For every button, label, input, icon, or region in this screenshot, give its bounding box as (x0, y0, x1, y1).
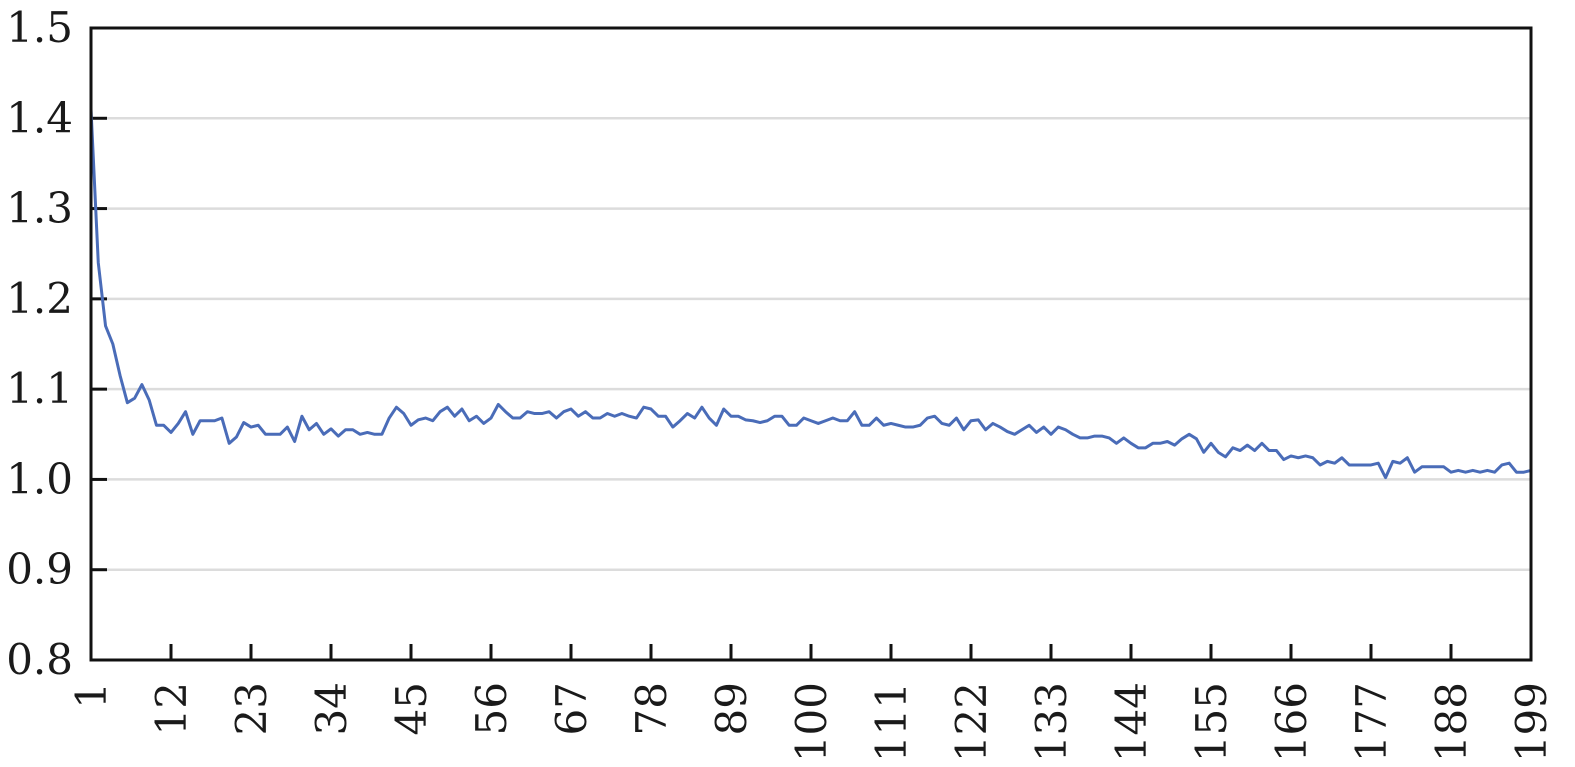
x-tick-label: 1 (67, 682, 116, 709)
y-tick-label: 1.5 (6, 3, 73, 52)
y-tick-label: 0.8 (6, 635, 73, 684)
x-tick-label: 199 (1507, 682, 1556, 762)
x-axis-ticks: 1 12 23 34 45 56 67 78 89 100 111 122 133 144 155 166 17… (67, 644, 1556, 762)
x-tick-label: 177 (1347, 682, 1396, 762)
x-tick-label: 166 (1267, 682, 1316, 762)
y-tick-label: 1.0 (6, 454, 73, 503)
x-tick-label: 12 (147, 682, 196, 735)
x-tick-label: 89 (707, 682, 756, 735)
plot-frame (89, 26, 1533, 662)
x-tick-label: 100 (787, 682, 836, 762)
y-tick-label: 1.1 (6, 364, 73, 413)
grid-lines (91, 117, 1531, 571)
x-tick-label: 144 (1107, 682, 1156, 762)
x-tick-label: 34 (307, 682, 356, 735)
x-tick-label: 155 (1187, 682, 1236, 762)
series-line (89, 107, 1533, 480)
y-axis-ticks: 0.8 0.9 1.0 1.1 1.2 1.3 1.4 1.5 (6, 3, 107, 684)
y-tick-label: 1.4 (6, 93, 73, 142)
x-tick-label: 133 (1027, 682, 1076, 762)
series-layer (89, 107, 1533, 480)
y-tick-label: 0.9 (6, 545, 73, 594)
x-tick-label: 23 (227, 682, 276, 735)
x-tick-label: 56 (467, 682, 516, 735)
y-tick-label: 1.3 (6, 184, 73, 233)
x-tick-label: 111 (867, 682, 916, 762)
x-tick-label: 45 (387, 682, 436, 735)
x-tick-label: 188 (1427, 682, 1476, 762)
x-tick-label: 67 (547, 682, 596, 735)
x-tick-label: 122 (947, 682, 996, 762)
x-tick-label: 78 (627, 682, 676, 735)
y-tick-label: 1.2 (6, 274, 73, 323)
